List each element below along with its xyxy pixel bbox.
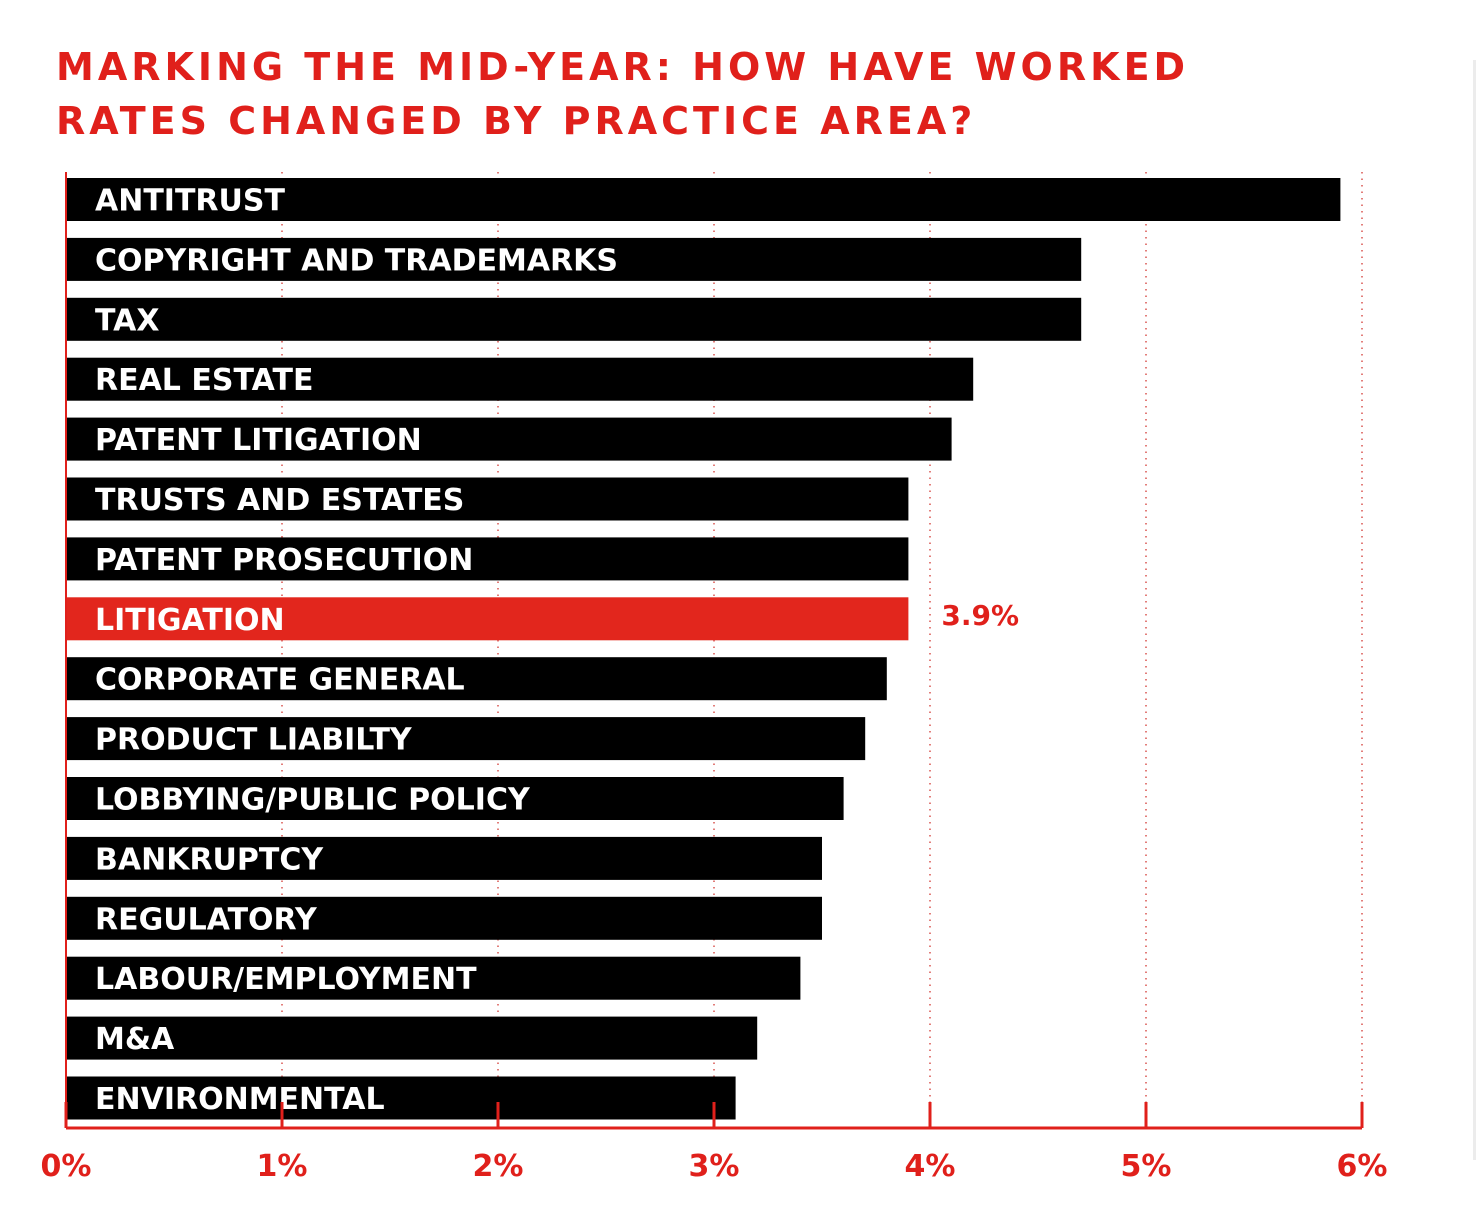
x-tick-label: 5% <box>1121 1149 1172 1184</box>
x-tick-label: 2% <box>473 1149 524 1184</box>
bar <box>66 597 909 641</box>
bar-category-label: REGULATORY <box>95 902 318 937</box>
chart-title: MARKING THE MID-YEAR: HOW HAVE WORKED RA… <box>56 40 1256 148</box>
bar <box>66 657 887 701</box>
bar <box>66 537 909 581</box>
bar-category-label: REAL ESTATE <box>95 363 313 398</box>
bar-value-label: 3.9% <box>941 599 1019 632</box>
bar <box>66 1016 758 1060</box>
x-tick-label: 6% <box>1337 1149 1388 1184</box>
bars: ANTITRUST COPYRIGHT AND TRADEMARKS TAX REAL… <box>66 178 1341 1120</box>
bar-category-label: LOBBYING/PUBLIC POLICY <box>95 783 531 818</box>
x-tick-label: 1% <box>257 1149 308 1184</box>
bar-category-label: LABOUR/EMPLOYMENT <box>95 962 477 997</box>
x-axis: 0% 1% 2% 3% 4% 5% 6% <box>41 172 1388 1184</box>
bar-category-label: M&A <box>95 1022 175 1057</box>
bar <box>66 357 974 401</box>
bar-category-label: TRUSTS AND ESTATES <box>95 483 464 518</box>
bar-category-label: PRODUCT LIABILTY <box>95 723 413 758</box>
bar <box>66 178 1341 221</box>
bar <box>66 1076 736 1120</box>
x-tick-label: 3% <box>689 1149 740 1184</box>
bar <box>66 717 866 761</box>
bar <box>66 297 1082 341</box>
bar-category-label: ANTITRUST <box>95 184 285 219</box>
bar-category-label: ENVIRONMENTAL <box>95 1082 385 1117</box>
bar <box>66 777 844 820</box>
bar <box>66 417 952 461</box>
page-edge-rule <box>1473 60 1476 1160</box>
bar-category-label: PATENT LITIGATION <box>95 423 422 458</box>
chart-title-line-2: RATES CHANGED BY PRACTICE AREA? <box>56 99 977 143</box>
bar-category-label: TAX <box>95 303 159 338</box>
bar-category-label: BANKRUPTCY <box>95 842 324 877</box>
bar-category-label: LITIGATION <box>95 603 285 638</box>
chart-title-line-1: MARKING THE MID-YEAR: HOW HAVE WORKED <box>56 45 1190 89</box>
bar <box>66 956 801 1000</box>
bar <box>66 477 909 521</box>
bar <box>66 836 822 880</box>
x-tick-label: 0% <box>41 1149 92 1184</box>
bar-category-label: PATENT PROSECUTION <box>95 543 473 578</box>
bar <box>66 237 1082 281</box>
bar <box>66 896 822 940</box>
data-labels: 3.9% <box>941 599 1019 632</box>
x-tick-label: 4% <box>905 1149 956 1184</box>
bar-category-label: COPYRIGHT AND TRADEMARKS <box>95 243 618 278</box>
bar-category-label: CORPORATE GENERAL <box>95 663 465 698</box>
